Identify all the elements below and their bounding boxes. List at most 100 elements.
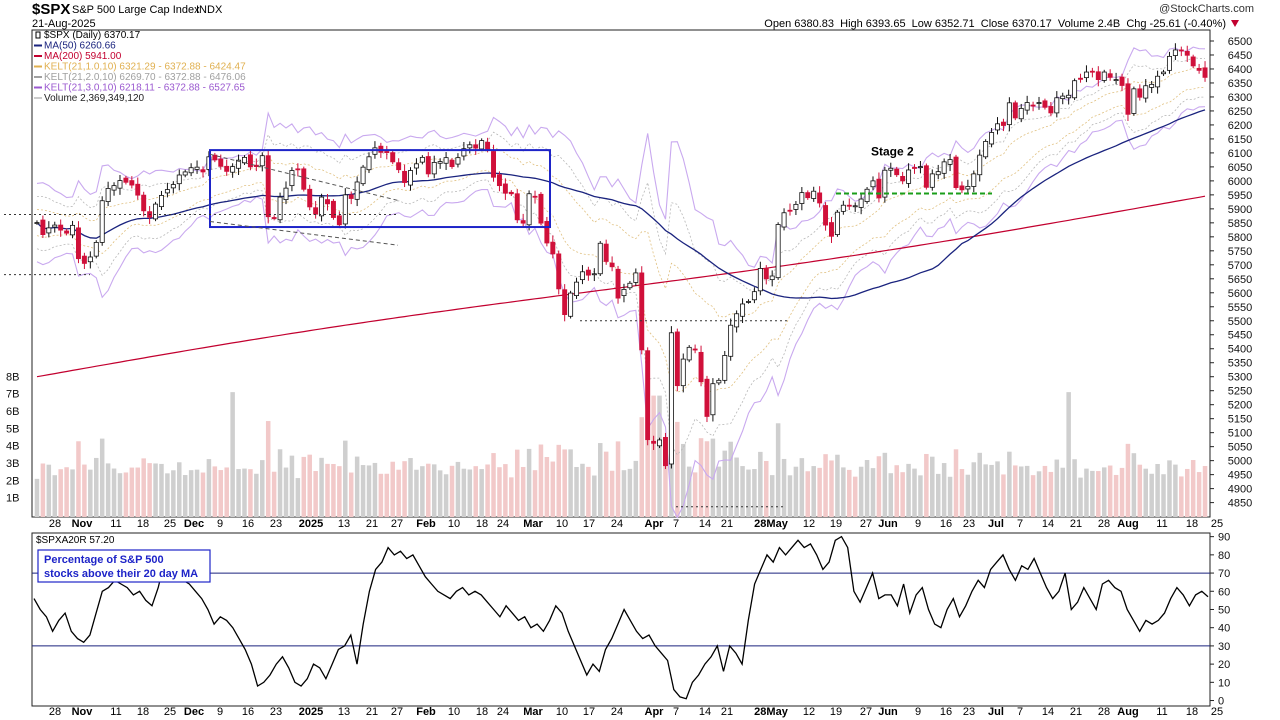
- candle-body: [170, 184, 176, 189]
- volume-tick-label: 6B: [6, 406, 19, 418]
- volume-bar: [165, 473, 170, 517]
- x-tick-label: Nov: [72, 518, 94, 530]
- volume-bar: [526, 448, 532, 517]
- candle-body: [704, 378, 710, 417]
- candle-body: [52, 224, 58, 228]
- volume-bar: [586, 466, 591, 517]
- candle-body: [769, 275, 775, 281]
- volume-bar: [141, 458, 146, 517]
- volume-bar: [1184, 468, 1190, 517]
- volume-tick-label: 4B: [6, 441, 19, 453]
- volume-bar: [532, 470, 538, 517]
- candle-body: [906, 169, 912, 184]
- candle-body: [912, 167, 917, 169]
- volume-bar: [117, 473, 123, 517]
- x-tick-label: 11: [1156, 518, 1167, 530]
- volume-bar: [870, 468, 876, 517]
- candle-body: [846, 204, 852, 207]
- volume-bar: [443, 474, 449, 517]
- volume-bar: [473, 466, 478, 517]
- price-tick-label: 6050: [1228, 162, 1252, 174]
- x-tick-label: 2025: [299, 706, 323, 718]
- volume-bar: [212, 466, 218, 517]
- candle-body: [959, 185, 965, 191]
- candle-body: [775, 224, 781, 279]
- price-tick-label: 6250: [1228, 106, 1252, 118]
- candle-body: [75, 227, 81, 260]
- volume-axis: 1B 2B 3B 4B 5B 6B 7B 8B: [6, 371, 19, 504]
- volume-bar: [1001, 474, 1006, 517]
- x-tick-label: 10: [448, 518, 460, 530]
- candle-body: [651, 440, 657, 444]
- x-tick-label: Jul: [988, 518, 1004, 530]
- candle-body: [1072, 80, 1078, 99]
- candle-body: [917, 166, 923, 169]
- x-tick-label: 9: [217, 706, 223, 718]
- candle-body: [1149, 83, 1155, 88]
- candle-body: [502, 183, 508, 194]
- triangle-upper-line: [209, 153, 399, 201]
- price-tick-label: 5900: [1228, 204, 1252, 216]
- volume-bar: [835, 454, 840, 517]
- candle-body: [562, 289, 568, 316]
- x-tick-label: Mar: [523, 518, 543, 530]
- x-tick-label: 21: [721, 518, 733, 530]
- x-tick-label: 11: [110, 706, 121, 718]
- candle-body: [603, 243, 609, 262]
- candle-body: [419, 156, 425, 163]
- volume-bar: [1090, 470, 1095, 517]
- x-tick-label: 16: [940, 518, 952, 530]
- x-tick-label: 16: [940, 706, 952, 718]
- candle-body: [852, 205, 858, 208]
- candle-body: [983, 141, 989, 158]
- candle-body: [591, 273, 597, 276]
- volume-bar: [1013, 465, 1018, 517]
- volume-bar: [704, 441, 710, 517]
- volume-bar: [378, 473, 384, 517]
- candle-body: [87, 256, 93, 263]
- candle-body: [1172, 49, 1178, 56]
- candle-body: [639, 272, 645, 351]
- candle-body: [313, 207, 319, 215]
- price-tick-label: 4850: [1228, 498, 1252, 510]
- x-tick-label: 23: [963, 706, 975, 718]
- x-tick-label: 25: [1211, 518, 1223, 530]
- candle-body: [473, 144, 479, 149]
- candle-body: [1060, 95, 1066, 100]
- volume-bar: [159, 463, 164, 517]
- candle-body: [609, 262, 615, 268]
- x-tick-label: 9: [915, 706, 921, 718]
- x-tick-label: 23: [270, 518, 282, 530]
- price-tick-label: 5400: [1228, 344, 1252, 356]
- volume-bar: [153, 463, 158, 517]
- volume-bar: [147, 463, 152, 517]
- candle-body: [597, 242, 603, 275]
- candle-body: [200, 169, 206, 173]
- volume-bar: [633, 460, 639, 517]
- breadth-note-box: [37, 549, 211, 583]
- breadth-panel: [31, 532, 1211, 707]
- volume-bar: [574, 467, 579, 517]
- volume-bar: [953, 449, 959, 517]
- candle-body: [740, 303, 746, 317]
- candle-body: [508, 191, 514, 195]
- candle-body: [1000, 121, 1006, 126]
- price-tick-label: 6300: [1228, 92, 1252, 104]
- candle-body: [159, 195, 164, 208]
- x-tick-label: 23: [270, 706, 282, 718]
- volume-bar: [900, 472, 905, 517]
- volume-bar: [959, 469, 965, 517]
- candle-body: [141, 194, 147, 212]
- volume-bar: [722, 450, 728, 517]
- x-tick-label: 7: [1017, 518, 1023, 530]
- volume-bar: [343, 440, 348, 517]
- volume-bar: [99, 438, 105, 517]
- candle-body: [271, 217, 277, 219]
- x-tick-label: Apr: [645, 518, 665, 530]
- annotations: Stage 2: [4, 145, 992, 508]
- candle-body: [390, 152, 396, 163]
- volume-bar: [740, 466, 745, 517]
- watermark[interactable]: @StockCharts.com: [1159, 3, 1254, 15]
- volume-bar: [728, 441, 733, 517]
